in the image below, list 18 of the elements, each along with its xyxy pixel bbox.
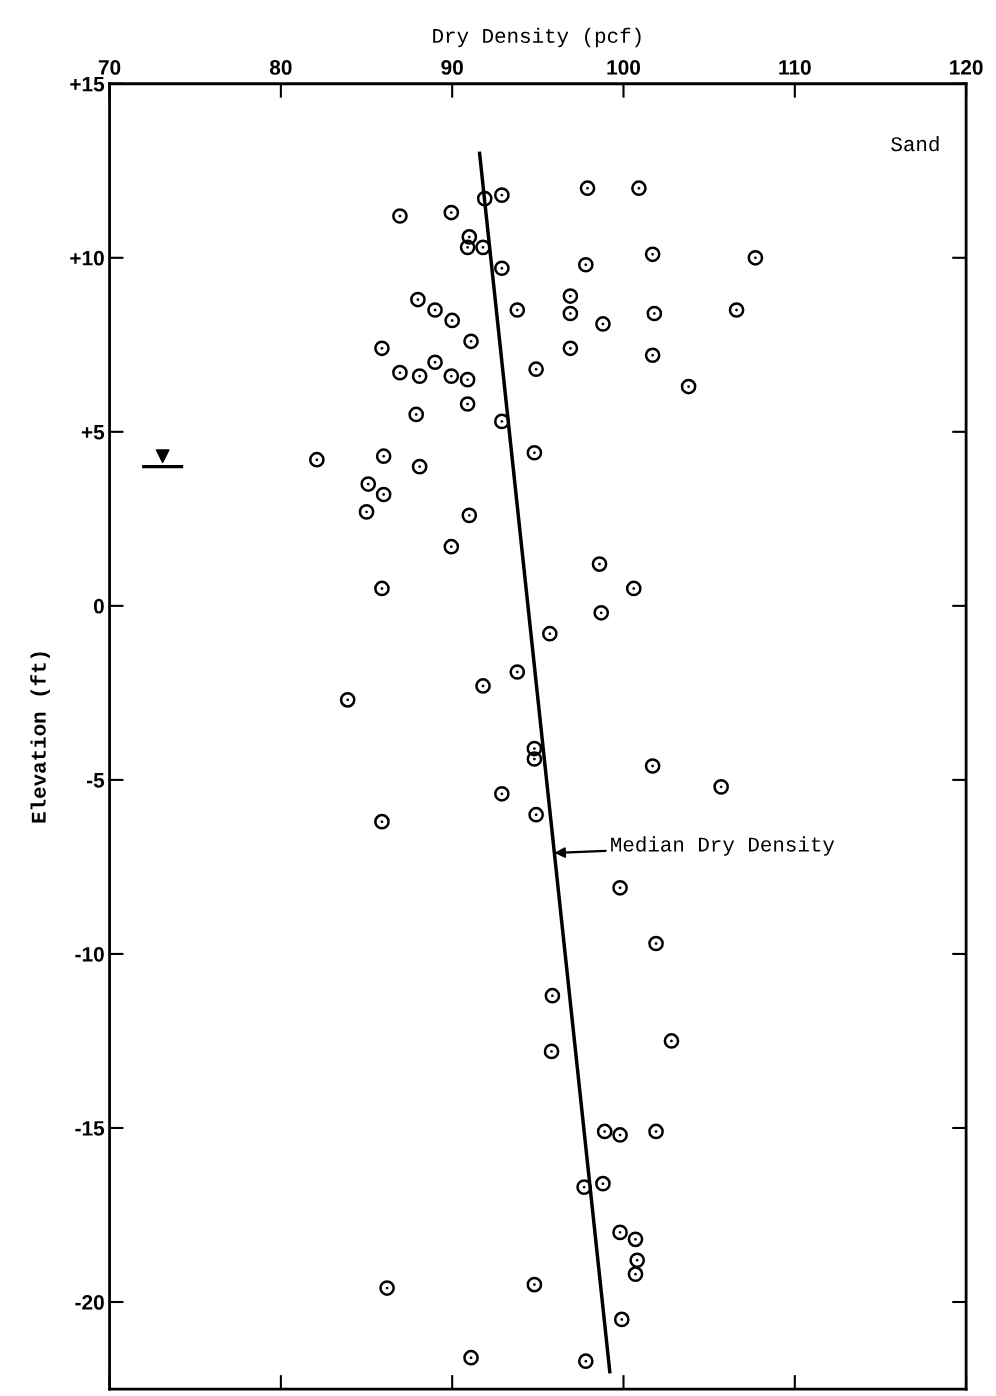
y-tick-label: +10 — [70, 250, 104, 266]
y-axis-title: Elevation (ft) — [30, 652, 50, 823]
y-tick-label: 0 — [93, 598, 104, 614]
x-axis-title: Dry Density (pcf) — [433, 27, 641, 48]
x-tick-label: 110 — [779, 60, 811, 75]
y-tick-label: -10 — [75, 946, 104, 962]
y-tick-label: -20 — [75, 1295, 104, 1310]
x-tick-label: 70 — [98, 60, 121, 75]
annotation: Median Dry Density — [611, 836, 835, 856]
x-tick-label: 80 — [269, 60, 292, 75]
annotation: Sand — [891, 135, 939, 152]
y-tick-label: -15 — [75, 1121, 105, 1136]
x-tick-label: 90 — [441, 60, 463, 75]
x-tick-label: 120 — [950, 60, 983, 75]
y-tick-label: +5 — [81, 425, 105, 440]
y-tick-label: +15 — [70, 76, 105, 92]
x-tick-label: 100 — [607, 60, 641, 75]
y-tick-label: -5 — [86, 773, 105, 788]
